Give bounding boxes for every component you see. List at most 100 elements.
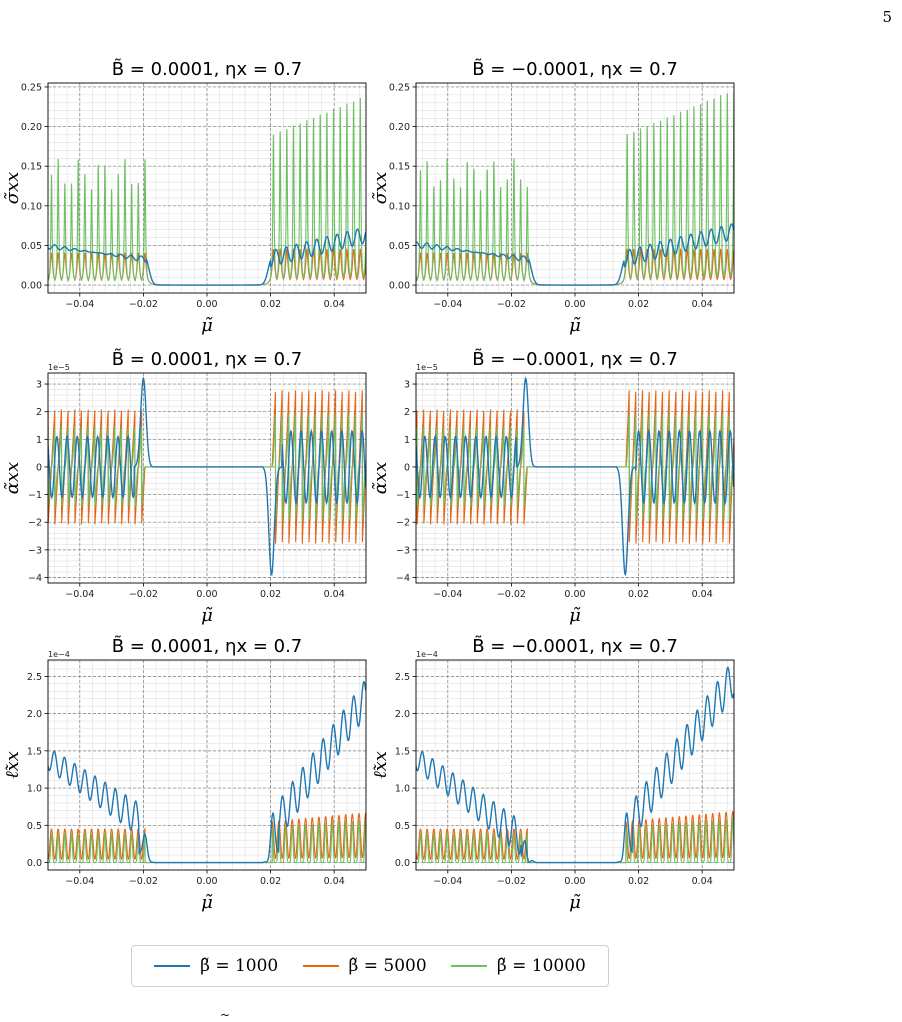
- legend-swatch-beta-10000: [450, 965, 487, 967]
- y-offset-label: 1e−5: [48, 363, 70, 372]
- chart-svg-alpha_pos: −0.04 −0.02 0.00 0.02 0.04 −4 −3 −2 −1 0 1 2 3 1e−5 B̃…: [2, 349, 367, 626]
- series-line-beta-1000: [48, 228, 366, 286]
- legend-label-beta-10000: β̃ = 10000: [496, 956, 586, 976]
- chart-title: B̃ = −0.0001, ηx = 0.7: [472, 349, 678, 370]
- x-tick-label: 0.04: [324, 876, 345, 887]
- y-tick-label: 2: [36, 407, 42, 418]
- x-tick-label: −0.02: [497, 876, 526, 887]
- chart-title: B̃ = 0.0001, ηx = 0.7: [112, 636, 303, 657]
- y-tick-label: 0.0: [27, 858, 42, 869]
- y-axis-label: α̃xx: [2, 462, 23, 494]
- x-tick-label: −0.04: [433, 876, 462, 887]
- x-axis-label: μ̃: [569, 605, 581, 626]
- x-axis-label: μ̃: [201, 315, 213, 336]
- chart-panel-alpha-neg: −0.04 −0.02 0.00 0.02 0.04 −4 −3 −2 −1 0 1 2 3 1e−5 B̃…: [368, 345, 735, 635]
- y-tick-label: 0.00: [21, 281, 42, 292]
- legend-label-beta-1000: β̃ = 1000: [200, 956, 279, 976]
- y-tick-label: 0.15: [21, 162, 42, 173]
- chart-panel-sigma-pos: −0.04 −0.02 0.00 0.02 0.04 0.00 0.05 0.10 0.15 0.…: [0, 55, 367, 345]
- y-tick-label: 0: [404, 462, 410, 473]
- legend-swatch-beta-1000: [154, 965, 191, 967]
- y-axis-label: σ̃xx: [370, 172, 391, 205]
- chart-svg-ell_pos: −0.04 −0.02 0.00 0.02 0.04 0.0 0.5 1.0 1.5 2.0 2.5…: [2, 636, 367, 913]
- chart-svg-sigma_neg: −0.04 −0.02 0.00 0.02 0.04 0.00 0.05 0.10 0.15 0.…: [370, 59, 735, 336]
- y-tick-label: 2.5: [27, 672, 42, 683]
- y-tick-label: 3: [36, 380, 42, 391]
- chart-title: B̃ = 0.0001, ηx = 0.7: [112, 349, 303, 370]
- y-tick-label: 2.0: [395, 709, 410, 720]
- y-tick-label: 0.15: [389, 162, 410, 173]
- y-tick-label: −4: [396, 573, 410, 584]
- x-tick-label: 0.02: [260, 876, 281, 887]
- x-tick-label: 0.02: [628, 876, 649, 887]
- y-tick-label: 0.10: [21, 201, 42, 212]
- legend-item-beta-1000: β̃ = 1000: [154, 956, 278, 976]
- y-tick-label: −3: [396, 545, 410, 556]
- y-tick-label: 0.20: [21, 122, 42, 133]
- y-tick-label: 0.5: [27, 821, 42, 832]
- y-axis-label: ℓ̃xx: [370, 751, 391, 779]
- y-tick-label: −1: [396, 490, 410, 501]
- chart-title: B̃ = −0.0001, ηx = 0.7: [472, 636, 678, 657]
- x-tick-label: 0.04: [692, 589, 713, 600]
- chart-panel-ell-neg: −0.04 −0.02 0.00 0.02 0.04 0.0 0.5 1.0 1.5 2.0 2.5…: [368, 632, 735, 922]
- legend-swatch-beta-5000: [302, 965, 339, 967]
- y-tick-label: 0.25: [389, 82, 410, 93]
- x-tick-label: −0.02: [497, 589, 526, 600]
- x-axis-label: μ̃: [201, 605, 213, 626]
- x-tick-label: 0.02: [260, 589, 281, 600]
- x-tick-label: 0.04: [692, 299, 713, 310]
- y-tick-label: 0.5: [395, 821, 410, 832]
- y-axis-label: ℓ̃xx: [2, 751, 23, 779]
- legend-item-beta-5000: β̃ = 5000: [302, 956, 427, 976]
- y-tick-label: 1.0: [395, 784, 410, 795]
- x-tick-label: −0.04: [433, 589, 462, 600]
- legend-label-beta-5000: β̃ = 5000: [348, 956, 427, 976]
- chart-panel-alpha-pos: −0.04 −0.02 0.00 0.02 0.04 −4 −3 −2 −1 0 1 2 3 1e−5 B̃…: [0, 345, 367, 635]
- y-tick-label: 2.5: [395, 672, 410, 683]
- y-tick-label: 0.05: [21, 241, 42, 252]
- y-tick-label: 0.10: [389, 201, 410, 212]
- page-number: 5: [882, 8, 892, 26]
- x-tick-label: −0.02: [129, 299, 158, 310]
- y-offset-label: 1e−4: [416, 650, 438, 659]
- x-tick-label: 0.00: [564, 299, 585, 310]
- y-tick-label: 1.5: [27, 746, 42, 757]
- series-line-beta-1000: [48, 376, 366, 577]
- y-tick-label: −2: [396, 518, 410, 529]
- x-tick-label: 0.04: [324, 299, 345, 310]
- y-tick-label: 0.00: [389, 281, 410, 292]
- x-tick-label: −0.02: [129, 589, 158, 600]
- x-tick-label: 0.00: [564, 876, 585, 887]
- chart-panel-ell-pos: −0.04 −0.02 0.00 0.02 0.04 0.0 0.5 1.0 1.5 2.0 2.5…: [0, 632, 367, 922]
- x-tick-label: −0.04: [433, 299, 462, 310]
- x-tick-label: 0.00: [196, 876, 217, 887]
- y-tick-label: −1: [28, 490, 42, 501]
- x-tick-label: 0.04: [324, 589, 345, 600]
- y-tick-label: 0.20: [389, 122, 410, 133]
- x-tick-label: −0.02: [129, 876, 158, 887]
- chart-title: B̃ = −0.0001, ηx = 0.7: [472, 59, 678, 80]
- x-axis-label: μ̃: [201, 892, 213, 913]
- y-axis-label: σ̃xx: [2, 172, 23, 205]
- series-line-beta-1000: [416, 223, 734, 286]
- y-tick-label: 0.0: [395, 858, 410, 869]
- x-tick-label: −0.04: [65, 299, 94, 310]
- x-tick-label: −0.04: [65, 589, 94, 600]
- y-tick-label: 2.0: [27, 709, 42, 720]
- x-tick-label: 0.02: [628, 589, 649, 600]
- legend: β̃ = 1000 β̃ = 5000 β̃ = 10000: [131, 945, 609, 987]
- chart-svg-sigma_pos: −0.04 −0.02 0.00 0.02 0.04 0.00 0.05 0.10 0.15 0.…: [2, 59, 367, 336]
- y-tick-label: 0: [36, 462, 42, 473]
- y-offset-label: 1e−5: [416, 363, 438, 372]
- x-axis-label: μ̃: [569, 892, 581, 913]
- x-tick-label: −0.02: [497, 299, 526, 310]
- y-tick-label: 2: [404, 407, 410, 418]
- y-tick-label: 0.05: [389, 241, 410, 252]
- y-tick-label: 1.5: [395, 746, 410, 757]
- x-tick-label: 0.02: [628, 299, 649, 310]
- y-axis-label: α̃xx: [370, 462, 391, 494]
- y-tick-label: 3: [404, 380, 410, 391]
- x-tick-label: 0.04: [692, 876, 713, 887]
- y-tick-label: −3: [28, 545, 42, 556]
